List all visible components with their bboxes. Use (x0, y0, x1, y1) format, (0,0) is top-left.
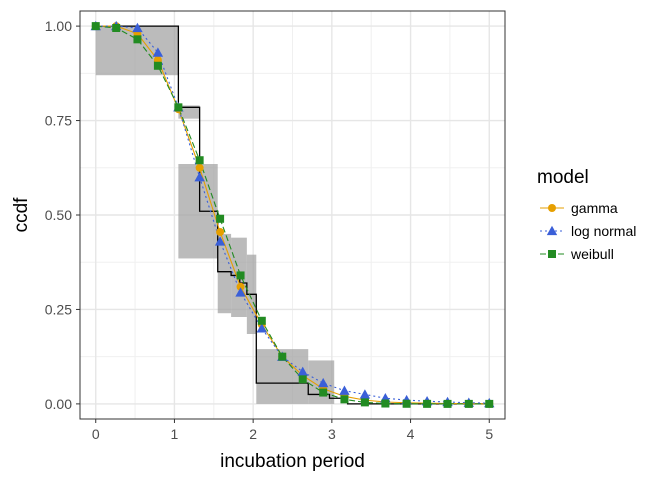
data-point-weibull (195, 156, 204, 165)
data-point-weibull (257, 316, 266, 325)
x-tick-label: 1 (171, 426, 179, 442)
data-point-log-normal (152, 47, 164, 57)
data-point-weibull (112, 24, 121, 32)
data-point-log-normal (132, 22, 143, 33)
data-point-weibull (91, 22, 100, 31)
data-point-weibull (464, 399, 473, 408)
series-points (90, 20, 495, 408)
data-point-gamma (216, 228, 225, 236)
x-axis: 0 1 2 3 4 5 (92, 419, 493, 442)
x-tick-label: 4 (407, 426, 415, 442)
x-tick-label: 3 (328, 426, 336, 442)
data-point-log-normal (214, 236, 226, 246)
data-point-weibull (423, 399, 432, 408)
data-point-weibull (319, 388, 328, 397)
major-gridlines (80, 11, 505, 419)
y-tick-label: 1.00 (45, 18, 72, 34)
legend-key-circle-icon (548, 204, 556, 212)
data-point-log-normal (317, 377, 329, 388)
y-axis-title: ccdf (11, 197, 32, 233)
y-tick-label: 0.75 (45, 113, 72, 129)
data-point-weibull (133, 35, 142, 44)
data-point-gamma (236, 282, 245, 291)
legend-key-square-icon (548, 250, 556, 258)
data-point-weibull (485, 399, 494, 408)
y-tick-label: 0.25 (45, 301, 72, 317)
data-point-log-normal (194, 172, 205, 182)
y-axis: 0.00 0.25 0.50 0.75 1.00 (45, 18, 80, 412)
data-point-weibull (402, 399, 411, 408)
legend: model gamma log normal weibull (537, 167, 636, 262)
data-point-log-normal (359, 389, 371, 399)
confidence-band-rect (178, 105, 200, 119)
legend-key-triangle-icon (546, 225, 558, 236)
data-point-weibull (216, 214, 225, 223)
data-point-log-normal (235, 287, 246, 297)
data-point-log-normal (297, 366, 308, 376)
legend-title: model (537, 167, 589, 188)
data-point-weibull (340, 395, 349, 404)
x-tick-label: 5 (485, 426, 493, 442)
data-point-weibull (381, 399, 390, 408)
legend-label: weibull (570, 246, 614, 262)
legend-label: log normal (571, 223, 636, 239)
plot-panel (79, 10, 506, 420)
data-point-weibull (153, 61, 162, 70)
data-point-weibull (443, 399, 452, 408)
confidence-band-rect (217, 233, 232, 314)
legend-label: gamma (571, 200, 618, 216)
x-tick-label: 0 (92, 426, 100, 442)
data-point-log-normal (256, 323, 268, 333)
data-point-log-normal (339, 385, 350, 395)
data-point-weibull (236, 271, 245, 280)
data-point-weibull (278, 352, 287, 361)
x-axis-title: incubation period (220, 451, 365, 472)
data-point-weibull (360, 398, 369, 407)
data-point-gamma (195, 163, 204, 172)
x-tick-label: 2 (249, 426, 257, 442)
y-tick-label: 0.00 (45, 396, 72, 412)
data-point-weibull (174, 103, 183, 112)
data-point-weibull (298, 375, 307, 384)
y-tick-label: 0.50 (45, 207, 72, 223)
